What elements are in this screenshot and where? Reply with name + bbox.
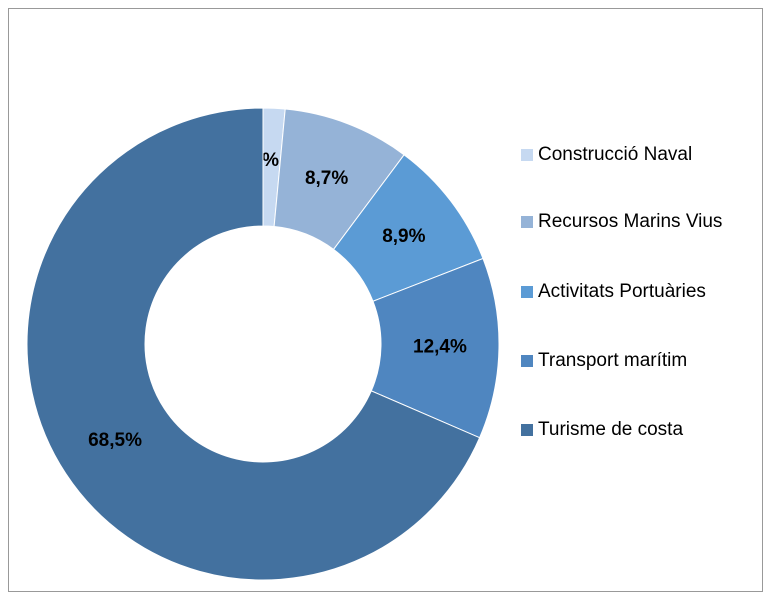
legend-label: Activitats Portuàries xyxy=(538,281,706,302)
legend-swatch xyxy=(521,424,533,436)
legend-swatch xyxy=(521,149,533,161)
data-label: 68,5% xyxy=(88,430,142,451)
legend-label: Recursos Marins Vius xyxy=(538,211,722,232)
donut-slice xyxy=(26,107,481,581)
data-label: 12,4% xyxy=(413,336,467,357)
legend-label: Transport marítim xyxy=(538,350,687,371)
data-label: 8,7% xyxy=(305,168,348,189)
legend-swatch xyxy=(521,286,533,298)
legend-swatch xyxy=(521,216,533,228)
legend-swatch xyxy=(521,355,533,367)
legend-label: Turisme de costa xyxy=(538,419,683,440)
legend-label: Construcció Naval xyxy=(538,144,692,165)
data-label: 8,9% xyxy=(382,226,425,247)
